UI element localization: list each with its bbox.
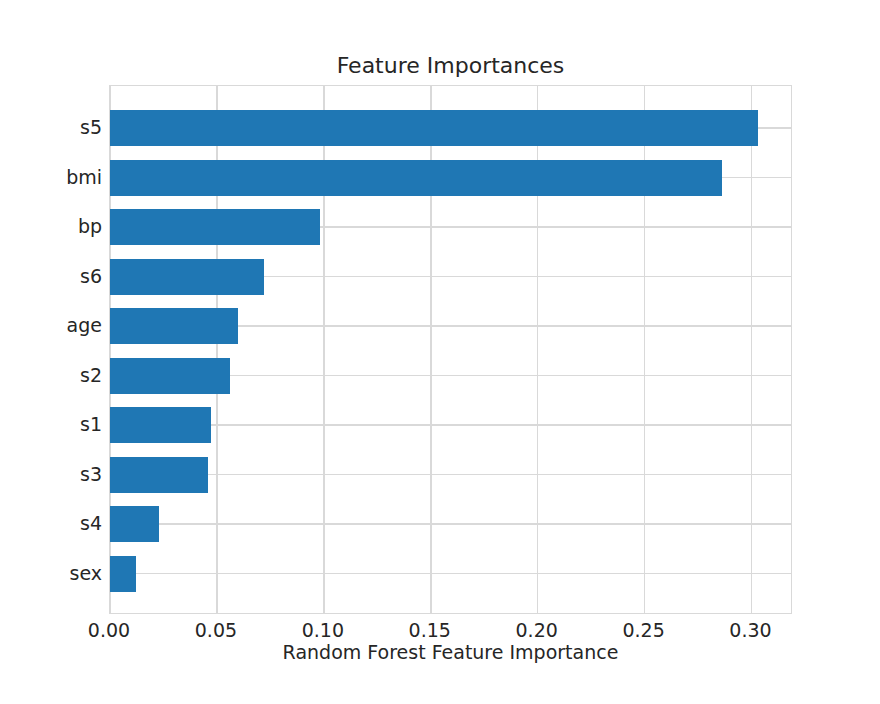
bar-s6 [110,259,264,295]
x-gridline [751,86,753,613]
bar-s5 [110,110,758,146]
y-tick-label: sex [0,560,102,586]
y-tick-label: age [0,312,102,338]
y-gridline [110,474,791,476]
chart-title: Feature Importances [109,54,792,78]
y-tick-label: s5 [0,114,102,140]
y-tick-label: s3 [0,461,102,487]
x-axis-label: Random Forest Feature Importance [109,641,792,664]
x-tick-label: 0.05 [171,618,261,642]
plot-inner [110,86,791,613]
x-tick-label: 0.00 [64,618,154,642]
y-tick-label: s6 [0,263,102,289]
y-tick-label: s1 [0,411,102,437]
bar-sex [110,556,136,592]
y-gridline [110,523,791,525]
y-tick-label: bmi [0,164,102,190]
x-axis-tick-labels: 0.000.050.100.150.200.250.30 [109,618,792,642]
x-tick-label: 0.25 [599,618,689,642]
bar-s4 [110,506,159,542]
y-gridline [110,573,791,575]
bar-s1 [110,407,211,443]
y-gridline [110,424,791,426]
y-axis-tick-labels: s5 bmi bp s6 age s2 s1 s3 s4 sex [0,85,102,614]
x-tick-label: 0.15 [385,618,475,642]
bar-s2 [110,358,230,394]
bar-age [110,308,238,344]
bar-bp [110,209,320,245]
bar-s3 [110,457,208,493]
y-tick-label: bp [0,213,102,239]
y-tick-label: s4 [0,510,102,536]
figure: Feature Importances s5 bmi bp s6 age s2 s1 s3 s4… [0,0,880,704]
plot-area [109,85,792,614]
x-tick-label: 0.10 [278,618,368,642]
bar-bmi [110,160,722,196]
y-tick-label: s2 [0,362,102,388]
x-tick-label: 0.20 [492,618,582,642]
x-tick-label: 0.30 [706,618,796,642]
